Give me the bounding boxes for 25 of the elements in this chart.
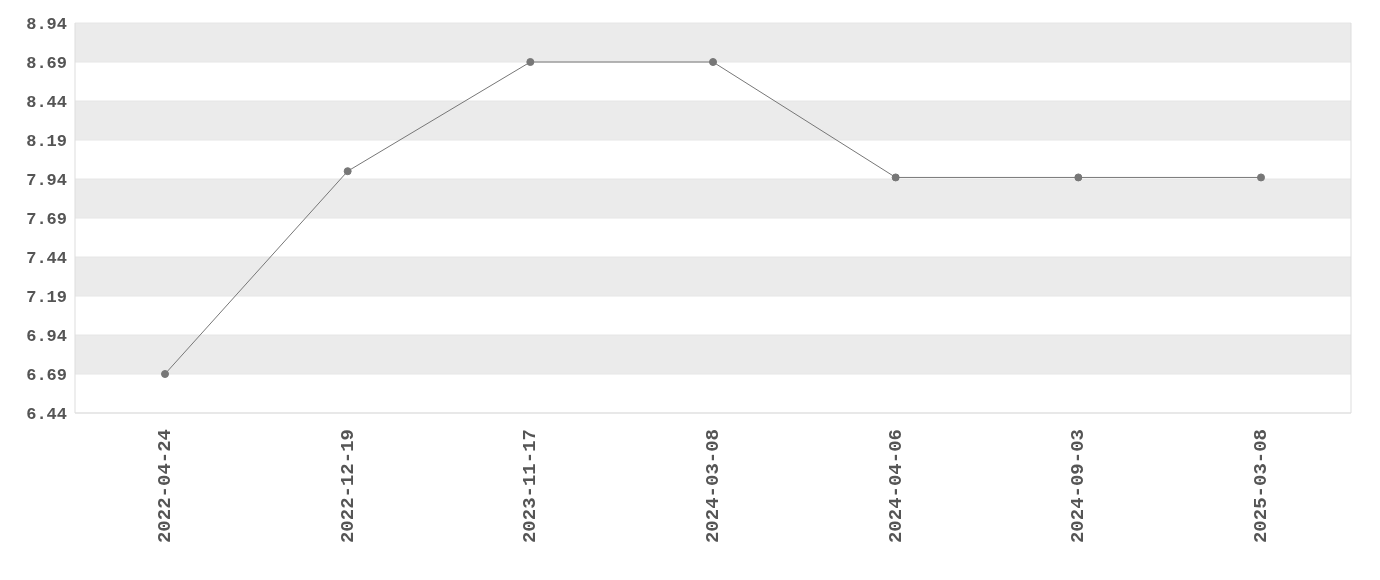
y-tick-label: 6.44: [26, 405, 67, 425]
y-tick-label: 7.44: [26, 249, 67, 269]
point: [1257, 173, 1265, 182]
y-tick-label: 7.69: [26, 210, 67, 230]
y-tick-label: 8.44: [26, 93, 67, 113]
x-tick-label: 2024-04-06: [884, 429, 907, 544]
y-tick-label: 6.69: [26, 366, 67, 386]
y-tick-label: 7.94: [26, 171, 67, 191]
point: [1074, 173, 1083, 182]
x-tick-label: 2022-04-24: [154, 429, 176, 544]
x-tick-label: 2023-11-17: [519, 429, 542, 544]
x-tick-label: 2025-03-08: [1250, 429, 1272, 544]
x-tick-label: 2024-03-08: [702, 429, 724, 544]
x-tick-label: 2022-12-19: [336, 429, 359, 544]
y-tick-label: 8.94: [26, 15, 67, 35]
y-tick-label: 8.19: [26, 132, 67, 152]
y-tick-label: 8.69: [26, 54, 67, 74]
x-tick-label: 2024-09-03: [1067, 429, 1090, 544]
point: [343, 167, 352, 176]
point: [161, 370, 169, 378]
point: [709, 58, 717, 66]
point: [526, 58, 535, 66]
y-tick-label: 6.94: [26, 327, 67, 347]
point: [891, 173, 900, 182]
y-tick-label: 7.19: [26, 288, 67, 308]
